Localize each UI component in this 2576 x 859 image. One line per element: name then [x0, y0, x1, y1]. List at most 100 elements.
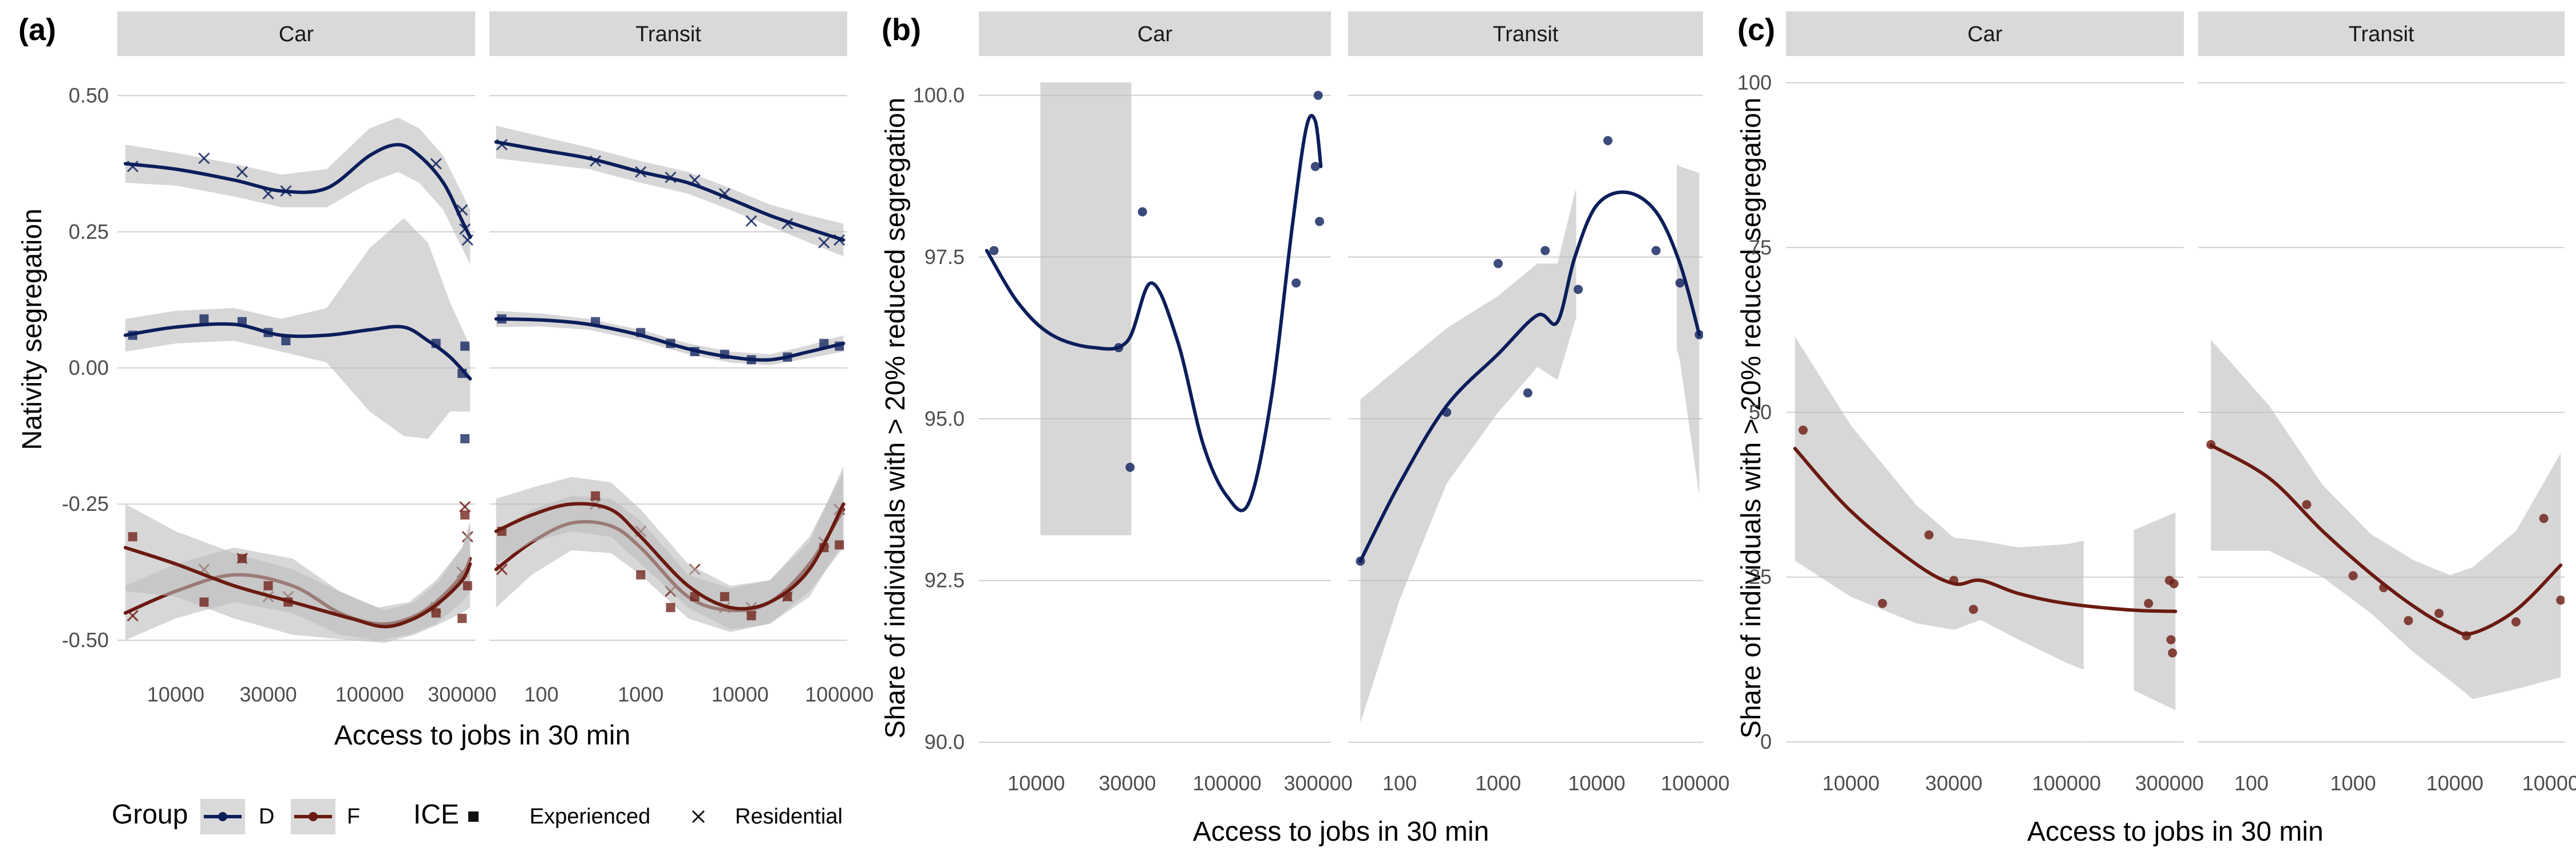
data-point — [1291, 278, 1301, 288]
y-tick-label: 75 — [1749, 235, 1772, 259]
chart-panel-b: (b) Share of individuals with > 20% reduc… — [880, 11, 1729, 847]
data-point — [1315, 216, 1325, 226]
y-tick-label: 0.25 — [69, 220, 109, 243]
data-point — [690, 592, 700, 601]
x-tick-label: 30000 — [1925, 771, 1982, 795]
data-point — [263, 328, 273, 337]
y-tick-label: 0 — [1760, 730, 1772, 753]
data-point — [1603, 136, 1613, 145]
facet-transit: Transit 100 1000 10000 100000 — [489, 11, 874, 706]
x-tick-label: 100 — [524, 683, 559, 706]
x-tick-label: 100000 — [805, 683, 874, 706]
facet-car: Car 10000 30000 100000 300000 — [117, 11, 496, 706]
confidence-band — [1795, 336, 2176, 711]
data-point — [2404, 616, 2413, 625]
smooth-line — [985, 113, 1323, 513]
data-point — [590, 155, 602, 167]
facet-plot-area — [124, 117, 473, 643]
data-point — [989, 246, 999, 255]
data-point — [1924, 530, 1934, 540]
data-point — [431, 338, 441, 348]
smooth-line — [494, 140, 846, 242]
data-point — [431, 608, 441, 618]
legend: Group D F ICE Experienced Residential — [112, 799, 843, 834]
facet-transit: Transit 100 1000 10000 100000 — [2198, 11, 2576, 795]
y-tick-label: 25 — [1749, 565, 1772, 589]
data-point — [833, 234, 846, 246]
facet-strip — [1348, 11, 1703, 56]
x-axis-title: Access to jobs in 30 min — [2027, 817, 2324, 847]
data-point — [2169, 579, 2179, 589]
data-point — [1651, 246, 1661, 255]
data-point — [198, 152, 210, 164]
smooth-line — [124, 143, 472, 239]
x-tick-label: 10000 — [147, 683, 204, 706]
legend-key-group-d — [200, 799, 245, 834]
data-point — [1442, 408, 1452, 417]
confidence-band — [2211, 340, 2561, 699]
data-point — [262, 188, 274, 200]
data-point — [236, 166, 248, 178]
data-point — [460, 341, 470, 351]
x-tick-label: 300000 — [428, 683, 496, 706]
facet-strip — [117, 11, 475, 56]
data-point — [460, 510, 470, 520]
data-point — [237, 317, 247, 326]
data-point — [1494, 259, 1503, 269]
facet-strip — [2198, 11, 2565, 56]
data-point — [783, 592, 792, 601]
y-axis-title: Share of individuals with > 20% reduced … — [880, 97, 911, 738]
data-point — [456, 204, 468, 216]
panel-tag: (c) — [1737, 13, 1775, 47]
panel-tag: (b) — [882, 13, 921, 47]
data-point — [281, 336, 291, 345]
y-tick-label: 95.0 — [924, 407, 965, 430]
x-tick-label: 100000 — [1661, 771, 1729, 795]
x-axis-title: Access to jobs in 30 min — [1193, 817, 1490, 847]
facet-plot-area — [1793, 60, 2179, 765]
facet-strip-label: Transit — [1493, 22, 1559, 46]
chart-panel-c: (c) Share of individuals with > 20% reduc… — [1736, 11, 2576, 847]
data-point — [463, 581, 472, 590]
data-point — [1523, 388, 1532, 398]
data-point — [690, 346, 700, 356]
x-tick-label: 100000 — [2032, 771, 2101, 795]
data-point — [718, 188, 730, 200]
data-point — [835, 540, 844, 550]
legend-label-residential: Residential — [735, 805, 843, 829]
data-point — [127, 160, 139, 172]
smooth-line — [494, 502, 846, 610]
data-point — [1310, 161, 1320, 171]
data-point — [835, 341, 844, 351]
x-tick-label: 10000 — [712, 683, 769, 706]
data-point — [666, 338, 675, 348]
data-point — [745, 215, 757, 227]
data-point — [818, 237, 830, 249]
data-point — [746, 355, 756, 365]
data-point — [1540, 246, 1550, 255]
data-point — [2206, 440, 2216, 450]
data-point — [636, 328, 646, 337]
chart-panels: (a) Nativity segregation -0.50 -0.25 0.00 0.2… — [17, 11, 2576, 847]
chart-panel-a: (a) Nativity segregation -0.50 -0.25 0.00 0.2… — [17, 11, 874, 751]
confidence-band — [496, 466, 844, 629]
data-point — [1356, 556, 1365, 566]
data-point — [781, 218, 793, 230]
y-tick-label: 100.0 — [913, 83, 965, 107]
data-point — [2434, 609, 2444, 618]
data-point — [199, 314, 209, 324]
data-point — [591, 317, 600, 326]
data-point — [457, 613, 467, 623]
data-point — [128, 330, 137, 340]
data-point — [2379, 583, 2389, 593]
data-point — [2462, 631, 2471, 641]
data-point — [819, 338, 829, 348]
data-point — [746, 611, 756, 621]
y-tick-label: 90.0 — [924, 730, 965, 754]
data-point — [496, 139, 508, 151]
x-tick-label: 10000 — [2426, 771, 2483, 795]
y-tick-label: -0.25 — [62, 492, 109, 515]
y-tick-label: 0.00 — [69, 356, 109, 380]
data-point — [689, 174, 701, 186]
